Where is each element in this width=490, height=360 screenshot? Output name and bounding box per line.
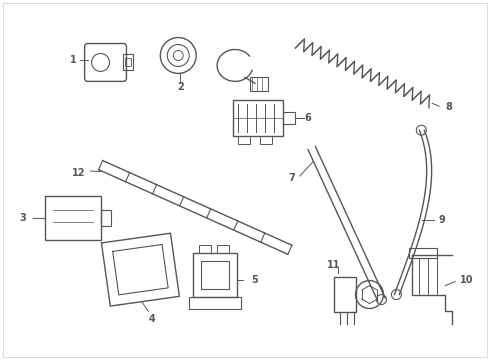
Text: 11: 11 <box>327 260 341 270</box>
Bar <box>125 58 131 67</box>
Bar <box>123 54 133 71</box>
Bar <box>250 77 268 91</box>
Bar <box>238 136 250 144</box>
Bar <box>217 245 229 253</box>
Text: 4: 4 <box>149 314 156 324</box>
Text: 10: 10 <box>461 275 474 285</box>
Text: 8: 8 <box>446 102 453 112</box>
Bar <box>260 136 272 144</box>
Bar <box>100 210 111 226</box>
Bar <box>189 297 241 309</box>
Bar <box>409 248 437 258</box>
Text: 6: 6 <box>304 113 311 123</box>
Text: 2: 2 <box>177 82 184 93</box>
Bar <box>334 276 356 312</box>
Bar <box>193 253 237 297</box>
Bar <box>201 261 229 289</box>
Bar <box>199 245 211 253</box>
Text: 1: 1 <box>70 55 77 66</box>
Text: 9: 9 <box>439 215 445 225</box>
Bar <box>233 100 283 136</box>
Bar <box>283 112 295 124</box>
Bar <box>45 196 100 240</box>
Text: 12: 12 <box>72 168 85 178</box>
Text: 3: 3 <box>20 213 26 223</box>
Text: 5: 5 <box>251 275 258 285</box>
Text: 7: 7 <box>289 173 295 183</box>
